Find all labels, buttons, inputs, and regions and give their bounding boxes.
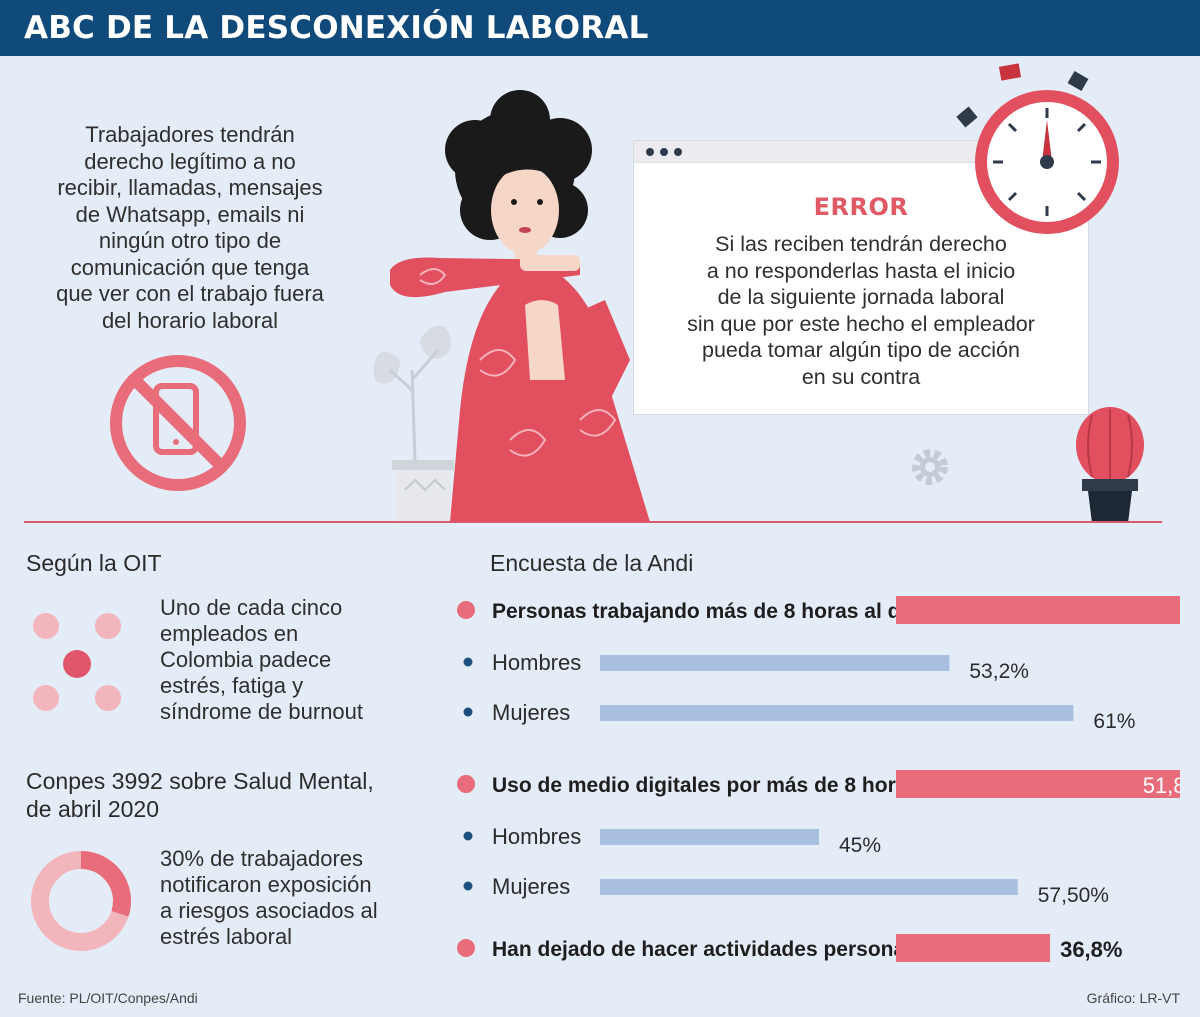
oit-line: empleados en — [160, 621, 299, 646]
window-title-bar — [634, 141, 1088, 163]
stopwatch-icon — [956, 63, 1119, 234]
intro-line: Trabajadores tendrán — [85, 122, 295, 147]
error-line: sin que por este hecho el empleador — [687, 311, 1035, 336]
footer-source: Fuente: PL/OIT/Conpes/Andi — [18, 990, 198, 1006]
bullet-dot — [457, 775, 475, 793]
sub-value-label: 57,50% — [1038, 884, 1109, 907]
conpes-text: 30% de trabajadores notificaron exposici… — [160, 846, 378, 950]
error-line: de la siguiente jornada laboral — [717, 285, 1005, 309]
sub-bar — [600, 655, 950, 671]
window-dot-icon — [646, 148, 654, 156]
sub-bullet-dot — [463, 657, 473, 667]
sub-label: Mujeres — [492, 700, 570, 725]
oit-line: Uno de cada cinco — [160, 595, 343, 620]
donut-segment — [31, 851, 131, 951]
sub-bar — [600, 705, 1074, 721]
error-line: en su contra — [801, 364, 921, 389]
header-bar: ABC DE LA DESCONEXIÓN LABORAL — [0, 0, 1200, 56]
group-bar — [896, 934, 1051, 962]
group-value-label: 51,8% — [1143, 773, 1180, 798]
intro-line: del horario laboral — [101, 307, 279, 333]
error-line: Si las reciben tendrán derecho — [715, 232, 1007, 256]
page-title: ABC DE LA DESCONEXIÓN LABORAL — [24, 10, 649, 46]
sub-bullet-dot — [463, 831, 473, 841]
intro-line: que ver con el trabajo fuera — [56, 281, 324, 306]
error-text: Si las reciben tendrán derecho a no resp… — [654, 231, 1068, 390]
group-label: Uso de medio digitales por más de 8 hora… — [492, 774, 979, 797]
error-title: ERROR — [813, 193, 909, 221]
bullet-dot — [457, 601, 475, 619]
oit-line: Colombia padece — [160, 647, 332, 672]
gear-icon — [912, 449, 948, 485]
conpes-line: a riesgos asociados al — [160, 898, 378, 923]
cactus-icon — [1076, 407, 1144, 523]
group-bar — [896, 596, 1180, 624]
oit-line: estrés, fatiga y — [160, 673, 304, 698]
sub-bar — [600, 829, 819, 845]
error-line: pueda tomar algún tipo de acción — [702, 338, 1020, 362]
window-dot-icon — [674, 148, 682, 156]
intro-line: comunicación que tenga — [70, 254, 310, 280]
sub-value-label: 45% — [839, 834, 881, 857]
group-value-label: 36,8% — [1060, 937, 1122, 962]
conpes-line: estrés laboral — [160, 924, 293, 949]
woman-illustration — [373, 90, 650, 522]
sub-label: Mujeres — [492, 874, 570, 899]
donut-chart — [31, 851, 131, 951]
sub-bullet-dot — [463, 707, 473, 717]
sub-bullet-dot — [463, 881, 473, 891]
conpes-title-line: de abril 2020 — [26, 796, 159, 822]
sub-value-label: 53,2% — [969, 660, 1029, 683]
no-phone-icon — [110, 355, 246, 491]
intro-line: recibir, llamadas, mensajes — [57, 175, 323, 200]
sub-value-label: 61% — [1093, 710, 1135, 733]
error-line: a no responderlas hasta el inicio — [706, 258, 1016, 283]
error-window: ERROR Si las reciben tendrán derecho a n… — [633, 140, 1089, 415]
conpes-title: Conpes 3992 sobre Salud Mental, de abril… — [26, 767, 374, 823]
andi-bar-chart: Personas trabajando más de 8 horas al dí… — [457, 596, 1180, 962]
intro-line: ningún otro tipo de — [98, 228, 282, 253]
sub-bar — [600, 879, 1018, 895]
window-dot-icon — [660, 148, 668, 156]
oit-line: síndrome de burnout — [160, 699, 364, 724]
intro-line: derecho legítimo a no — [84, 148, 296, 174]
five-dots-icon — [33, 613, 121, 711]
conpes-title-line: Conpes 3992 sobre Salud Mental, — [26, 768, 374, 794]
conpes-line: notificaron exposición — [160, 872, 372, 897]
intro-text: Trabajadores tendrán derecho legítimo a … — [30, 122, 350, 334]
sub-label: Hombres — [492, 824, 581, 849]
footer-credit: Gráfico: LR-VT — [1086, 990, 1180, 1006]
section-divider — [24, 521, 1162, 523]
group-label: Han dejado de hacer actividades personal… — [492, 938, 934, 961]
oit-title: Según la OIT — [26, 550, 162, 576]
group-label: Personas trabajando más de 8 horas al dí… — [492, 600, 918, 623]
chart-title: Encuesta de la Andi — [490, 550, 694, 576]
intro-line: de Whatsapp, emails ni — [75, 201, 305, 227]
group-bar — [896, 770, 1180, 798]
conpes-line: 30% de trabajadores — [160, 846, 364, 871]
bullet-dot — [457, 939, 475, 957]
oit-text: Uno de cada cinco empleados en Colombia … — [160, 595, 363, 725]
sub-label: Hombres — [492, 650, 581, 675]
